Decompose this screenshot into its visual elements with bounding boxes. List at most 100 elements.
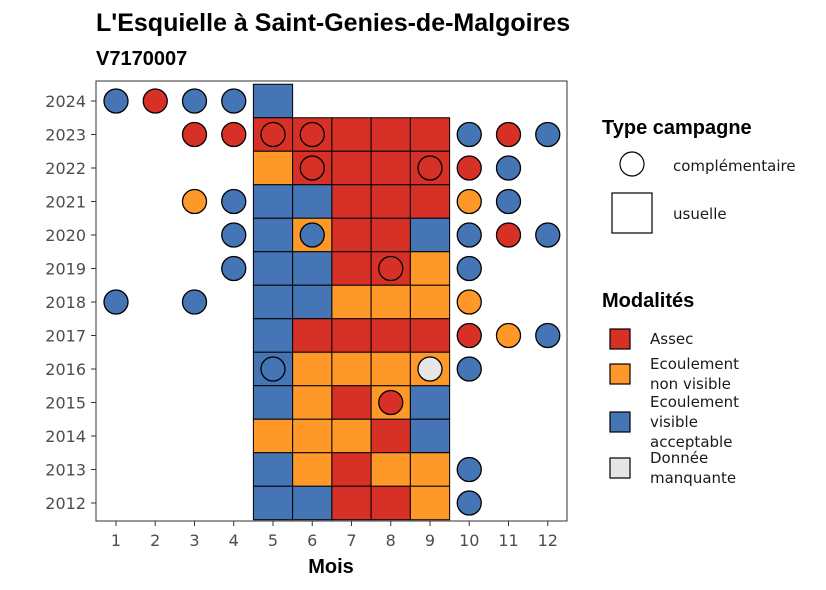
point-2020-m6: [299, 222, 325, 248]
point-2023-m5: [260, 121, 286, 148]
tile-2019-m7: [331, 251, 372, 286]
tile-2012-m6: [292, 485, 333, 521]
tile-2012-m7: [331, 485, 372, 521]
tile-2024-m5: [252, 83, 294, 119]
point-2024-m2: [142, 88, 168, 114]
tile-2014-m7: [331, 418, 372, 454]
tile-2014-m8: [370, 418, 411, 454]
point-2018-m3: [181, 289, 208, 315]
tile-2017-m8: [370, 318, 411, 353]
tile-2018-m8: [370, 284, 411, 320]
tile-2018-m5: [252, 284, 294, 320]
point-2023-m4: [221, 121, 247, 148]
y-axis: 2012 2013 2014 2015 2016 2017 2018 2019 2020 2021…: [45, 92, 96, 513]
tile-2020-m9: [409, 217, 451, 253]
point-2017-m12: [535, 322, 561, 349]
tile-2021-m5: [252, 184, 294, 219]
tile-2021-m8: [370, 184, 411, 219]
tile-2018-m6: [292, 284, 333, 320]
legend-key-donnee-manquante: [609, 457, 631, 479]
point-2019-m8: [378, 255, 404, 282]
tile-2022-m5: [252, 150, 294, 186]
tile-2022-m7: [331, 150, 372, 186]
y-tick-label-2019: 2019: [45, 260, 86, 279]
tile-2013-m9: [409, 452, 451, 487]
x-tick-label-5: 5: [268, 531, 278, 550]
x-axis: 1 2 3 4 5 6 7 8 9 10 11 12: [111, 521, 558, 550]
tile-2016-m6: [292, 351, 333, 387]
tile-2013-m7: [331, 452, 372, 487]
chart-subtitle: V7170007: [96, 48, 187, 70]
tile-2020-m8: [370, 217, 411, 253]
point-2022-m10: [456, 155, 482, 181]
point-2021-m11: [495, 188, 522, 215]
tile-2018-m7: [331, 284, 372, 320]
tile-2020-m5: [252, 217, 294, 253]
point-2015-m8: [378, 389, 404, 416]
tile-2015-m5: [252, 385, 294, 420]
legend-key-ecoulement-visible-acceptable: [609, 411, 631, 433]
tile-2019-m6: [292, 251, 333, 286]
x-tick-label-10: 10: [459, 531, 479, 550]
point-2020-m10: [456, 222, 482, 248]
x-tick-label-3: 3: [189, 531, 199, 550]
tile-2016-m7: [331, 351, 372, 387]
tile-2014-m6: [292, 418, 333, 454]
point-2021-m4: [221, 188, 247, 215]
point-2023-m12: [535, 121, 561, 148]
y-tick-label-2015: 2015: [45, 394, 86, 413]
tile-2015-m7: [331, 385, 372, 420]
point-2023-m10: [456, 121, 482, 148]
y-tick-label-2018: 2018: [45, 293, 86, 312]
legend-label-donnee-manquante: Donnée manquante: [650, 449, 736, 487]
point-2020-m12: [535, 222, 561, 248]
point-2019-m10: [456, 255, 482, 282]
legend-modalites: Modalités Assec Ecoulement non visibleEcou…: [602, 290, 739, 487]
x-tick-label-8: 8: [386, 531, 396, 550]
legend-key-assec: [609, 328, 631, 350]
point-2013-m10: [456, 456, 482, 483]
point-2017-m11: [495, 322, 522, 349]
y-tick-label-2013: 2013: [45, 461, 86, 480]
legend-label-assec: Assec: [650, 330, 693, 348]
x-tick-label-6: 6: [307, 531, 317, 550]
tile-2014-m5: [252, 418, 294, 454]
y-tick-label-2023: 2023: [45, 126, 86, 145]
point-2021-m10: [456, 188, 482, 215]
tile-2012-m8: [370, 485, 411, 521]
x-tick-label-1: 1: [111, 531, 121, 550]
tile-2012-m5: [252, 485, 294, 521]
point-2018-m1: [103, 289, 129, 315]
point-2016-m9: [417, 356, 443, 382]
tile-2013-m6: [292, 452, 333, 487]
tile-2013-m8: [370, 452, 411, 487]
x-axis-label: Mois: [308, 556, 354, 578]
y-tick-label-2014: 2014: [45, 427, 86, 446]
point-2020-m11: [495, 222, 522, 248]
x-tick-label-2: 2: [150, 531, 160, 550]
tile-2021-m7: [331, 184, 372, 219]
x-tick-label-11: 11: [498, 531, 518, 550]
y-tick-label-2012: 2012: [45, 494, 86, 513]
legend-circle-key: [619, 151, 645, 177]
point-2022-m11: [495, 155, 522, 181]
point-2017-m10: [456, 322, 482, 349]
y-tick-label-2022: 2022: [45, 159, 86, 178]
legend-mod-title: Modalités: [602, 290, 694, 312]
point-2024-m1: [103, 88, 129, 114]
usuelle-tiles: [252, 83, 451, 521]
tile-2017-m9: [409, 318, 451, 353]
tile-2013-m5: [252, 452, 294, 487]
point-2021-m3: [181, 188, 208, 215]
tile-2019-m5: [252, 251, 294, 286]
tile-2020-m7: [331, 217, 372, 253]
tile-2021-m6: [292, 184, 333, 219]
legend-type-label-usuelle: usuelle: [673, 205, 727, 223]
tile-2012-m9: [409, 485, 451, 521]
legend-square-key: [611, 192, 653, 234]
point-2024-m4: [221, 88, 247, 114]
tile-2023-m8: [370, 117, 411, 152]
x-tick-label-9: 9: [425, 531, 435, 550]
tile-2019-m9: [409, 251, 451, 286]
